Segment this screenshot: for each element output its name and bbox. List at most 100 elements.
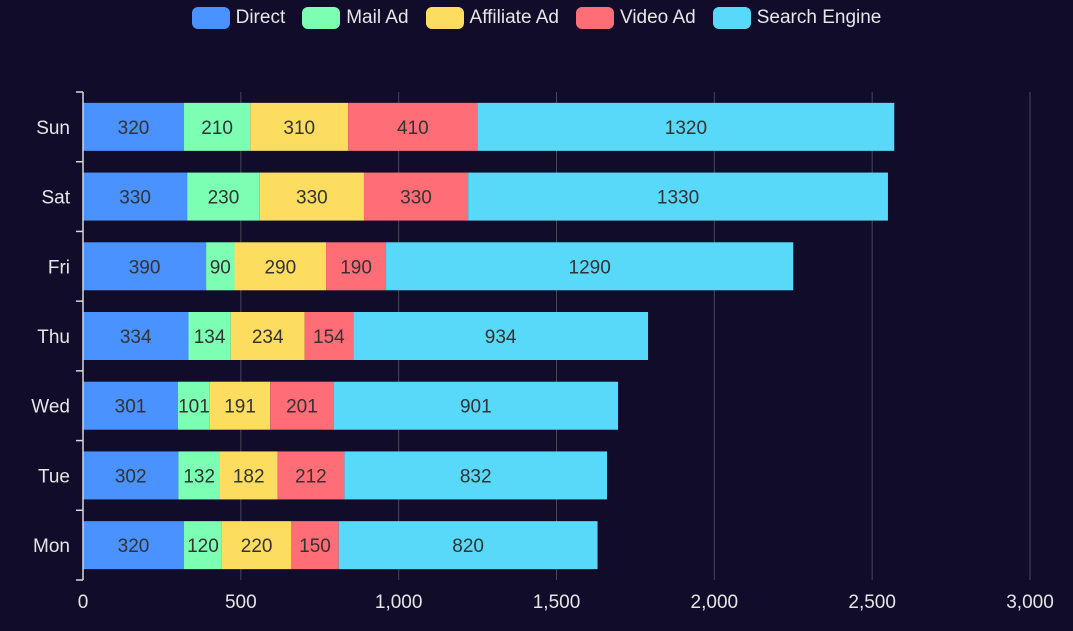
data-label: 832 — [460, 466, 492, 487]
y-tick-label: Sun — [36, 118, 70, 139]
data-label: 934 — [485, 327, 517, 348]
legend-item-affiliate-ad[interactable]: Affiliate Ad — [425, 7, 559, 29]
bar-affiliate-ad-sat[interactable] — [259, 172, 364, 221]
bar-affiliate-ad-mon[interactable] — [221, 521, 292, 570]
bar-search-engine-mon[interactable] — [338, 521, 598, 570]
data-label: 320 — [118, 118, 150, 139]
data-label: 201 — [286, 397, 318, 418]
data-label: 212 — [295, 466, 327, 487]
data-label: 330 — [119, 188, 151, 209]
data-label: 134 — [194, 327, 226, 348]
legend-item-mail-ad[interactable]: Mail Ad — [302, 7, 409, 29]
bar-search-engine-sun[interactable] — [477, 102, 895, 151]
data-label: 132 — [183, 466, 215, 487]
legend-label: Affiliate Ad — [469, 7, 559, 28]
bar-mail-ad-tue[interactable] — [178, 451, 220, 500]
legend-swatch — [302, 7, 341, 29]
data-label: 320 — [118, 536, 150, 557]
data-label: 290 — [264, 257, 296, 278]
bar-direct-thu[interactable] — [83, 312, 189, 360]
y-tick-label: Sat — [41, 188, 70, 209]
data-label: 1320 — [665, 118, 707, 139]
data-label: 901 — [460, 397, 492, 418]
data-label: 230 — [208, 188, 240, 209]
data-label: 101 — [178, 397, 210, 418]
bar-mail-ad-fri[interactable] — [206, 242, 235, 291]
data-label: 234 — [252, 327, 284, 348]
data-label: 410 — [397, 118, 429, 139]
bar-mail-ad-sun[interactable] — [184, 102, 251, 151]
x-tick-label: 500 — [225, 592, 257, 613]
chart-legend: Direct Mail Ad Affiliate Ad Video Ad Search … — [0, 5, 1073, 31]
data-label: 190 — [340, 257, 372, 278]
bar-mail-ad-thu[interactable] — [188, 312, 231, 360]
y-tick-label: Wed — [31, 397, 70, 418]
legend-swatch — [191, 7, 230, 29]
legend-label: Video Ad — [619, 7, 696, 28]
bar-video-ad-fri[interactable] — [326, 242, 387, 291]
legend-swatch — [575, 7, 614, 29]
bar-direct-mon[interactable] — [83, 521, 185, 570]
bar-affiliate-ad-sun[interactable] — [250, 102, 349, 151]
data-label: 310 — [283, 118, 315, 139]
data-label: 1330 — [657, 188, 699, 209]
data-label: 330 — [400, 188, 432, 209]
data-label: 154 — [313, 327, 345, 348]
bar-video-ad-thu[interactable] — [304, 312, 354, 360]
x-tick-label: 2,500 — [848, 592, 896, 613]
data-label: 390 — [129, 257, 161, 278]
x-tick-label: 2,000 — [691, 592, 739, 613]
legend-label: Mail Ad — [346, 7, 409, 28]
legend-item-video-ad[interactable]: Video Ad — [575, 7, 696, 29]
bar-affiliate-ad-tue[interactable] — [219, 451, 278, 500]
data-label: 220 — [241, 536, 273, 557]
bar-affiliate-ad-thu[interactable] — [230, 312, 305, 360]
legend-item-direct[interactable]: Direct — [191, 7, 286, 29]
data-label: 301 — [115, 397, 147, 418]
bar-affiliate-ad-wed[interactable] — [209, 381, 271, 430]
bar-mail-ad-wed[interactable] — [178, 381, 210, 430]
x-tick-label: 1,000 — [375, 592, 423, 613]
data-label: 182 — [233, 466, 265, 487]
data-label: 334 — [120, 327, 152, 348]
bar-search-engine-fri[interactable] — [386, 242, 794, 291]
data-label: 820 — [452, 536, 484, 557]
x-tick-label: 0 — [78, 592, 89, 613]
data-label: 1290 — [569, 257, 611, 278]
bar-video-ad-tue[interactable] — [277, 451, 345, 500]
bar-search-engine-thu[interactable] — [353, 312, 649, 360]
data-label: 191 — [224, 397, 256, 418]
data-label: 150 — [299, 536, 331, 557]
bar-direct-fri[interactable] — [83, 242, 207, 291]
data-label: 90 — [210, 257, 231, 278]
bar-video-ad-mon[interactable] — [291, 521, 339, 570]
bar-direct-sat[interactable] — [83, 172, 188, 221]
bar-direct-tue[interactable] — [83, 451, 179, 500]
data-label: 302 — [115, 466, 147, 487]
bar-direct-sun[interactable] — [83, 102, 185, 151]
bar-video-ad-sun[interactable] — [348, 102, 478, 151]
legend-swatch — [425, 7, 464, 29]
y-tick-label: Thu — [37, 327, 70, 348]
y-tick-label: Fri — [48, 257, 70, 278]
bar-mail-ad-mon[interactable] — [184, 521, 222, 570]
x-tick-label: 1,500 — [533, 592, 581, 613]
bar-video-ad-sat[interactable] — [363, 172, 469, 221]
bar-search-engine-tue[interactable] — [344, 451, 608, 500]
bar-direct-wed[interactable] — [83, 381, 179, 430]
legend-label: Search Engine — [756, 7, 882, 28]
y-tick-label: Mon — [33, 536, 70, 557]
legend-swatch — [712, 7, 751, 29]
data-label: 210 — [201, 118, 233, 139]
legend-item-search-engine[interactable]: Search Engine — [712, 7, 882, 29]
y-tick-label: Tue — [38, 466, 70, 487]
bar-mail-ad-sat[interactable] — [187, 172, 260, 221]
bar-affiliate-ad-fri[interactable] — [234, 242, 327, 291]
bar-search-engine-sat[interactable] — [468, 172, 888, 221]
bar-search-engine-wed[interactable] — [333, 381, 619, 430]
data-label: 330 — [296, 188, 328, 209]
bar-video-ad-wed[interactable] — [270, 381, 334, 430]
legend-label: Direct — [235, 7, 286, 28]
data-label: 120 — [187, 536, 219, 557]
